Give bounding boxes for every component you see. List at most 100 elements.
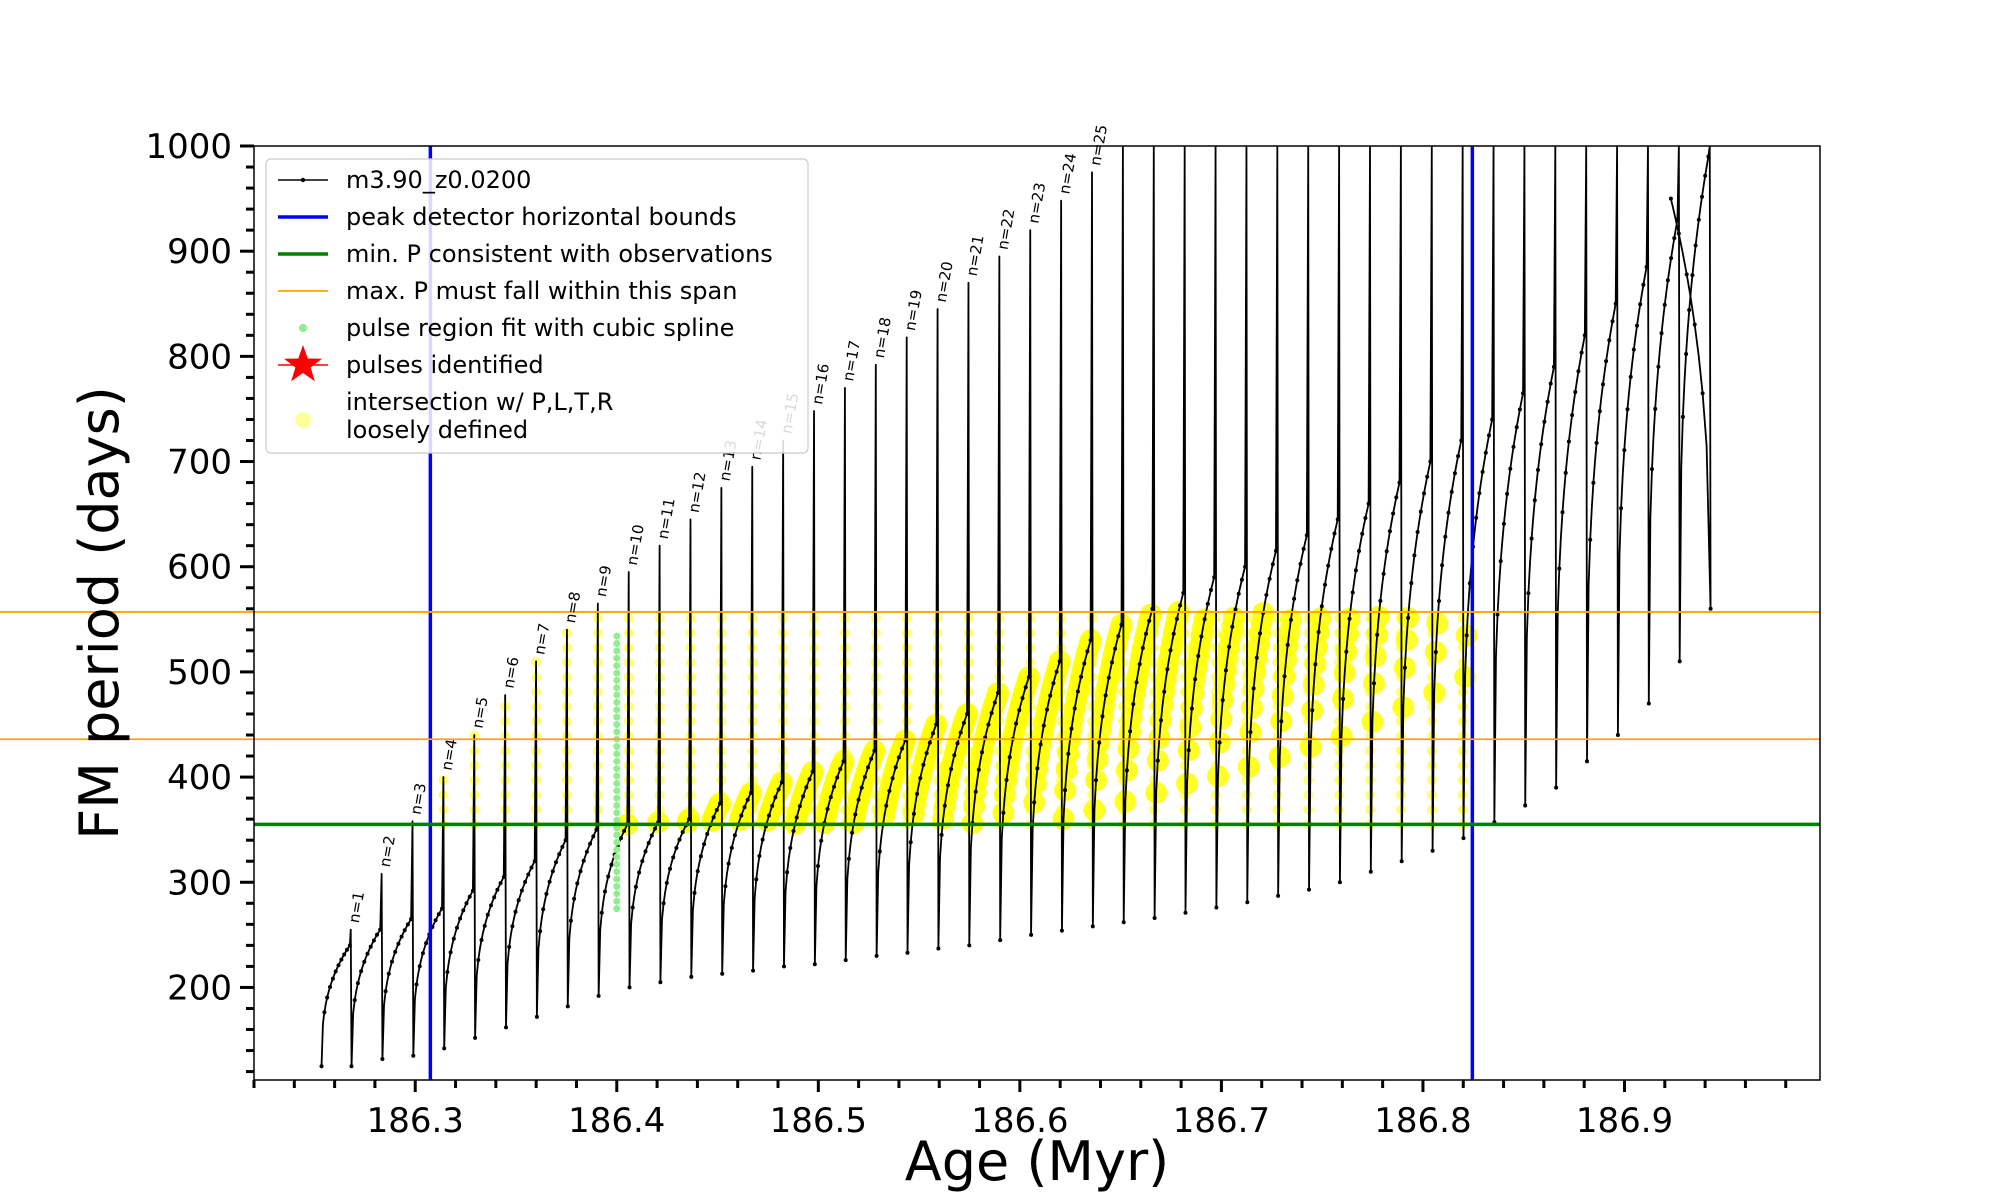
y-tick-label: 400 xyxy=(167,758,232,798)
model-point xyxy=(850,830,855,835)
model-point xyxy=(1017,708,1022,713)
spline-fit-point xyxy=(613,802,621,809)
model-point xyxy=(1248,730,1253,735)
legend-entry: m3.90_z0.0200 xyxy=(278,166,531,194)
spline-fit-point xyxy=(613,816,621,824)
model-point xyxy=(479,938,484,942)
model-point xyxy=(1644,265,1649,269)
model-point xyxy=(489,903,493,908)
model-point xyxy=(1189,706,1194,711)
model-point xyxy=(1557,566,1562,571)
model-point xyxy=(718,801,722,806)
model-point xyxy=(1323,582,1327,587)
model-point xyxy=(1041,723,1046,728)
model-point xyxy=(1368,869,1373,874)
model-point xyxy=(1696,217,1701,222)
model-point xyxy=(1103,693,1108,698)
model-point xyxy=(609,862,614,867)
model-point xyxy=(705,832,710,836)
model-point xyxy=(1014,721,1019,726)
model-point xyxy=(362,959,367,964)
model-point xyxy=(1613,301,1618,306)
spline-fit-point xyxy=(613,713,621,721)
model-point xyxy=(1134,680,1139,685)
model-point xyxy=(633,884,638,889)
model-point xyxy=(767,813,771,818)
model-point xyxy=(504,1025,508,1030)
model-point xyxy=(939,832,944,837)
x-tick-label: 186.6 xyxy=(971,1101,1068,1141)
spline-fit-point xyxy=(613,632,621,640)
model-point xyxy=(433,918,438,923)
pulse-label: n=22 xyxy=(994,207,1019,251)
model-point xyxy=(992,700,997,705)
model-point xyxy=(1585,759,1589,764)
model-point xyxy=(952,753,957,758)
model-point xyxy=(1144,631,1148,636)
model-point xyxy=(1217,740,1222,745)
model-point xyxy=(1193,677,1198,682)
model-point xyxy=(1214,905,1219,910)
model-point xyxy=(464,901,469,906)
model-point xyxy=(819,838,824,843)
model-point xyxy=(467,894,472,899)
model-point xyxy=(1344,649,1349,654)
model-point xyxy=(1110,660,1114,665)
model-point xyxy=(1659,331,1664,336)
model-point xyxy=(915,791,920,796)
model-point xyxy=(732,833,737,838)
spline-fit-point xyxy=(613,846,621,854)
model-point xyxy=(1239,577,1244,582)
model-point xyxy=(856,797,861,802)
model-point xyxy=(1511,444,1516,449)
model-point xyxy=(565,1004,570,1009)
model-point xyxy=(1220,698,1225,703)
model-point xyxy=(782,964,786,969)
model-point xyxy=(807,777,812,782)
pulse-label: n=18 xyxy=(870,316,895,360)
model-point xyxy=(1706,154,1711,159)
model-point xyxy=(405,922,410,927)
spline-fit-point xyxy=(613,750,621,758)
model-point xyxy=(887,788,892,793)
model-point xyxy=(646,841,651,845)
model-point xyxy=(1168,648,1173,653)
model-point xyxy=(1418,509,1423,514)
model-point xyxy=(1304,533,1309,538)
model-point xyxy=(1446,510,1451,515)
model-point xyxy=(1505,491,1510,496)
model-point xyxy=(1137,662,1142,667)
model-point xyxy=(1692,322,1697,327)
model-point xyxy=(942,803,947,808)
model-point xyxy=(1057,659,1062,664)
model-point xyxy=(1288,617,1293,622)
model-point xyxy=(695,869,700,874)
y-axis-label: FM period (days) xyxy=(68,386,131,840)
model-point xyxy=(677,837,682,842)
spline-fit-point xyxy=(613,794,621,802)
model-point xyxy=(1178,603,1183,608)
spline-fit-point xyxy=(613,743,621,751)
model-point xyxy=(661,901,666,906)
model-point xyxy=(874,953,879,958)
model-point xyxy=(1566,439,1571,444)
pulse-label: n=1 xyxy=(345,890,368,924)
model-point xyxy=(1264,592,1269,597)
model-point xyxy=(976,767,981,772)
model-point xyxy=(890,776,895,781)
spline-fit-point xyxy=(613,654,621,662)
model-point xyxy=(1477,491,1482,496)
model-point xyxy=(1023,685,1028,690)
model-point xyxy=(1539,442,1544,447)
model-point xyxy=(776,787,781,792)
model-point xyxy=(1563,470,1568,475)
model-point xyxy=(828,795,833,800)
model-point xyxy=(643,849,648,854)
model-point xyxy=(534,1014,539,1019)
model-point xyxy=(1337,880,1342,885)
model-point xyxy=(1205,601,1210,606)
model-point xyxy=(843,958,848,963)
model-point xyxy=(958,730,963,735)
spline-fit-point xyxy=(613,831,621,839)
